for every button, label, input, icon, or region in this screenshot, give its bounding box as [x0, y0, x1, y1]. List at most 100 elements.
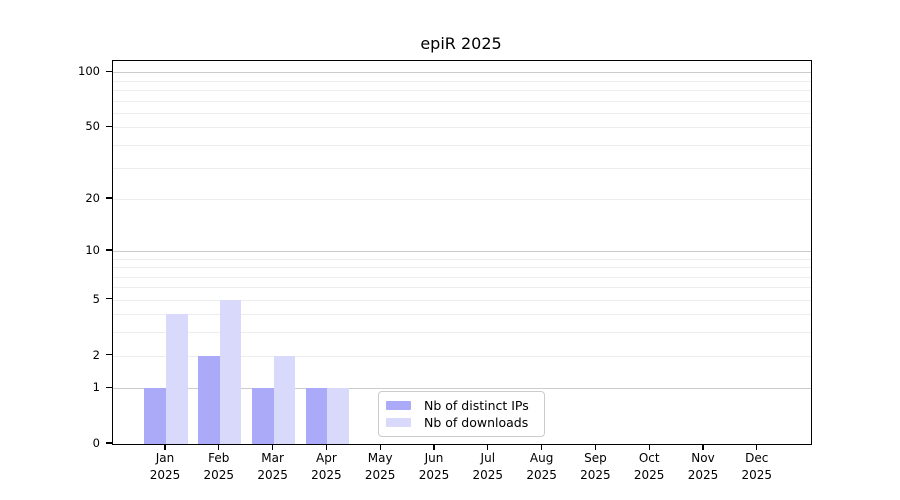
x-axis-tick — [218, 444, 220, 450]
gridline-minor — [113, 145, 811, 147]
gridline-minor — [113, 287, 811, 289]
gridline-minor — [113, 198, 811, 200]
legend: Nb of distinct IPs Nb of downloads — [378, 391, 545, 437]
y-axis-tick — [106, 353, 112, 356]
x-axis-tick-label: Feb 2025 — [177, 450, 261, 484]
x-axis-tick-label: Jun 2025 — [392, 450, 476, 484]
y-axis-tick-label: 20 — [85, 190, 100, 205]
gridline-major — [113, 250, 811, 252]
x-axis-month: Oct — [638, 451, 660, 465]
y-axis-tick-label: 100 — [78, 64, 100, 79]
x-axis-tick — [648, 444, 650, 450]
y-axis-tick — [106, 386, 112, 388]
gridline-minor — [113, 127, 811, 129]
x-axis-year: 2025 — [526, 468, 557, 482]
x-axis-year: 2025 — [203, 468, 235, 482]
x-axis-tick — [325, 444, 328, 450]
legend-swatch-distinct-ips — [386, 401, 411, 410]
x-axis-month: Jun — [424, 451, 444, 465]
y-axis-tick-label: 50 — [85, 119, 100, 134]
x-axis-tick-label: Sep 2025 — [553, 450, 637, 484]
y-axis-tick — [106, 249, 112, 251]
y-axis-tick — [106, 125, 112, 128]
gridline-minor — [113, 332, 811, 334]
y-axis-tick-label: 0 — [92, 436, 100, 450]
x-axis-year: 2025 — [311, 468, 342, 482]
legend-label-downloads: Nb of downloads — [424, 415, 529, 430]
x-axis-year: 2025 — [149, 468, 181, 482]
gridline-minor — [113, 100, 811, 102]
x-axis-month: Mar — [261, 451, 284, 465]
x-axis-tick — [540, 444, 543, 450]
x-axis-month: Jul — [480, 451, 496, 465]
gridline-minor — [113, 355, 811, 357]
x-axis-year: 2025 — [741, 468, 773, 482]
gridline-major — [113, 388, 811, 390]
x-axis-month: Feb — [208, 451, 230, 465]
y-axis-tick — [106, 70, 112, 73]
legend-swatch-downloads — [386, 418, 411, 427]
bar-downloads-jan — [166, 314, 188, 444]
chart-title: epiR 2025 — [420, 34, 502, 53]
x-axis-tick — [702, 444, 704, 450]
gridline-minor — [113, 276, 811, 278]
x-axis-tick — [271, 444, 274, 450]
bar-downloads-feb — [219, 299, 242, 444]
x-axis-year: 2025 — [580, 468, 611, 482]
x-axis-tick-label: Jan 2025 — [123, 450, 207, 484]
y-axis-tick-label: 1 — [92, 380, 100, 395]
legend-item-distinct-ips: Nb of distinct IPs — [386, 398, 536, 413]
gridline-minor — [113, 167, 811, 169]
x-axis-year: 2025 — [418, 468, 450, 482]
x-axis-month: Nov — [691, 451, 715, 465]
x-axis-year: 2025 — [687, 468, 719, 482]
y-axis-tick — [106, 442, 112, 444]
x-axis-year: 2025 — [257, 468, 288, 482]
x-axis-tick-label: Dec 2025 — [715, 450, 799, 484]
y-axis-tick — [106, 298, 112, 300]
gridline-minor — [113, 113, 811, 115]
x-axis-tick-label: Nov 2025 — [661, 450, 745, 484]
x-axis-tick-label: May 2025 — [338, 450, 422, 484]
y-axis-tick-label: 5 — [92, 291, 100, 306]
x-axis-month: May — [367, 451, 393, 465]
plot-area — [112, 60, 812, 445]
x-axis-tick-label: Aug 2025 — [500, 450, 584, 484]
bar-downloads-mar — [273, 355, 296, 444]
x-axis-tick — [487, 444, 489, 450]
gridline-minor — [113, 314, 811, 316]
x-axis-month: Dec — [745, 451, 769, 465]
x-axis-month: Jan — [155, 451, 175, 465]
gridline-minor — [113, 258, 811, 260]
x-axis-year: 2025 — [633, 468, 665, 482]
bar-distinct-ips-apr — [305, 388, 328, 444]
gridline-minor — [113, 299, 811, 301]
x-axis-year: 2025 — [364, 468, 396, 482]
legend-item-downloads: Nb of downloads — [386, 415, 536, 430]
x-axis-tick — [379, 444, 381, 450]
x-axis-tick — [594, 444, 597, 450]
x-axis-tick-label: Jul 2025 — [446, 450, 530, 484]
gridline-minor — [113, 80, 811, 82]
x-axis-tick — [164, 444, 166, 450]
x-axis-tick-label: Apr 2025 — [284, 450, 368, 484]
gridline-minor — [113, 90, 811, 92]
legend-label-distinct-ips: Nb of distinct IPs — [424, 398, 529, 413]
x-axis-tick-label: Oct 2025 — [607, 450, 691, 484]
x-axis-year: 2025 — [472, 468, 504, 482]
bar-distinct-ips-jan — [144, 388, 166, 444]
x-axis-tick-label: Mar 2025 — [231, 450, 315, 484]
bar-distinct-ips-feb — [198, 355, 220, 444]
y-axis-tick-label: 2 — [92, 347, 100, 362]
y-axis-tick — [106, 197, 112, 199]
x-axis-month: Aug — [529, 451, 554, 465]
gridline-major — [113, 72, 811, 74]
x-axis-tick — [433, 444, 435, 450]
x-axis-tick — [756, 444, 758, 450]
y-axis-tick-label: 10 — [85, 242, 100, 257]
gridline-minor — [113, 267, 811, 269]
bar-distinct-ips-mar — [252, 388, 274, 444]
x-axis-month: Sep — [584, 451, 607, 465]
x-axis-month: Apr — [316, 451, 337, 465]
